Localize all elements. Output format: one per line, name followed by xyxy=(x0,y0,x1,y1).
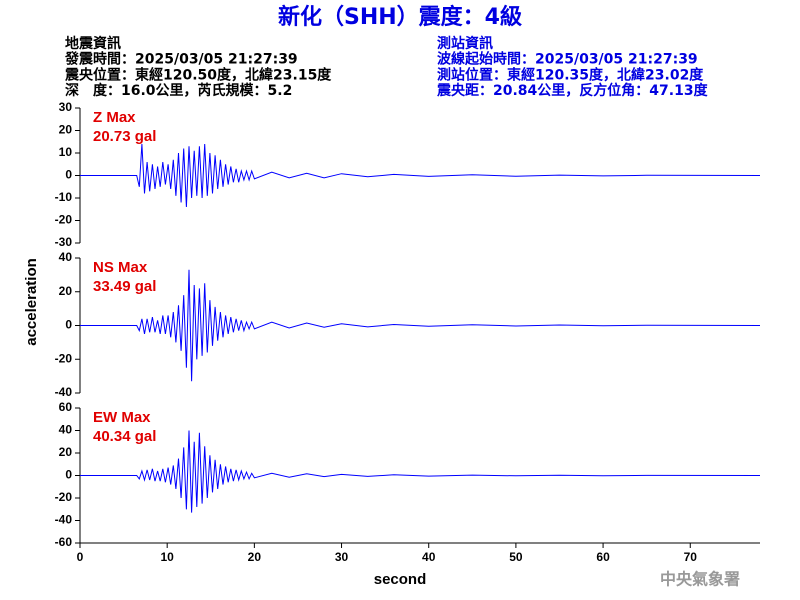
y-tick-label: -10 xyxy=(55,190,73,204)
footer: 中央氣象署 xyxy=(660,570,740,589)
y-tick-label: 30 xyxy=(59,100,73,114)
x-tick-label: 0 xyxy=(77,550,84,564)
y-tick-label: 40 xyxy=(59,423,73,437)
y-tick-label: -20 xyxy=(55,490,73,504)
y-tick-label: -40 xyxy=(55,513,73,527)
y-tick-label: 40 xyxy=(59,250,73,264)
y-tick-label: 0 xyxy=(65,168,72,182)
waveform xyxy=(80,269,761,382)
x-tick-label: 50 xyxy=(509,550,523,564)
y-tick-label: 0 xyxy=(65,468,72,482)
y-tick-label: -20 xyxy=(55,213,73,227)
x-tick-label: 20 xyxy=(248,550,262,564)
event-info: 發震時間：2025/03/05 21:27:39 xyxy=(64,51,298,68)
component-label: NS Max xyxy=(93,259,148,276)
y-tick-label: -20 xyxy=(55,351,73,365)
station-info: 測站位置：東經120.35度，北緯23.02度 xyxy=(437,66,704,83)
x-tick-label: 10 xyxy=(160,550,174,564)
waveform xyxy=(80,143,761,208)
component-label: EW Max xyxy=(93,409,151,426)
station-info: 測站資訊 xyxy=(437,35,493,52)
x-tick-label: 70 xyxy=(684,550,698,564)
y-tick-label: 0 xyxy=(65,318,72,332)
title: 新化（SHH）震度：4級 xyxy=(278,4,522,30)
max-label: 33.49 gal xyxy=(93,278,156,295)
component-label: Z Max xyxy=(93,109,136,126)
max-label: 40.34 gal xyxy=(93,428,156,445)
waveform xyxy=(80,430,761,513)
event-info: 震央位置：東經120.50度，北緯23.15度 xyxy=(64,66,332,83)
y-tick-label: 60 xyxy=(59,400,73,414)
x-axis-label: second xyxy=(374,571,427,588)
event-info: 地震資訊 xyxy=(65,35,121,52)
x-tick-label: 60 xyxy=(596,550,610,564)
y-tick-label: -40 xyxy=(55,385,73,399)
y-tick-label: 10 xyxy=(59,145,73,159)
y-tick-label: 20 xyxy=(59,123,73,137)
y-tick-label: 20 xyxy=(59,445,73,459)
event-info: 深 度：16.0公里，芮氏規模：5.2 xyxy=(65,82,292,99)
y-tick-label: 20 xyxy=(59,284,73,298)
station-info: 波線起始時間：2025/03/05 21:27:39 xyxy=(437,51,698,68)
station-info: 震央距：20.84公里，反方位角：47.13度 xyxy=(436,82,709,99)
x-tick-label: 30 xyxy=(335,550,349,564)
y-tick-label: -30 xyxy=(55,235,73,249)
x-tick-label: 40 xyxy=(422,550,436,564)
y-axis-label: acceleration xyxy=(23,258,40,346)
y-tick-label: -60 xyxy=(55,535,73,549)
max-label: 20.73 gal xyxy=(93,128,156,145)
